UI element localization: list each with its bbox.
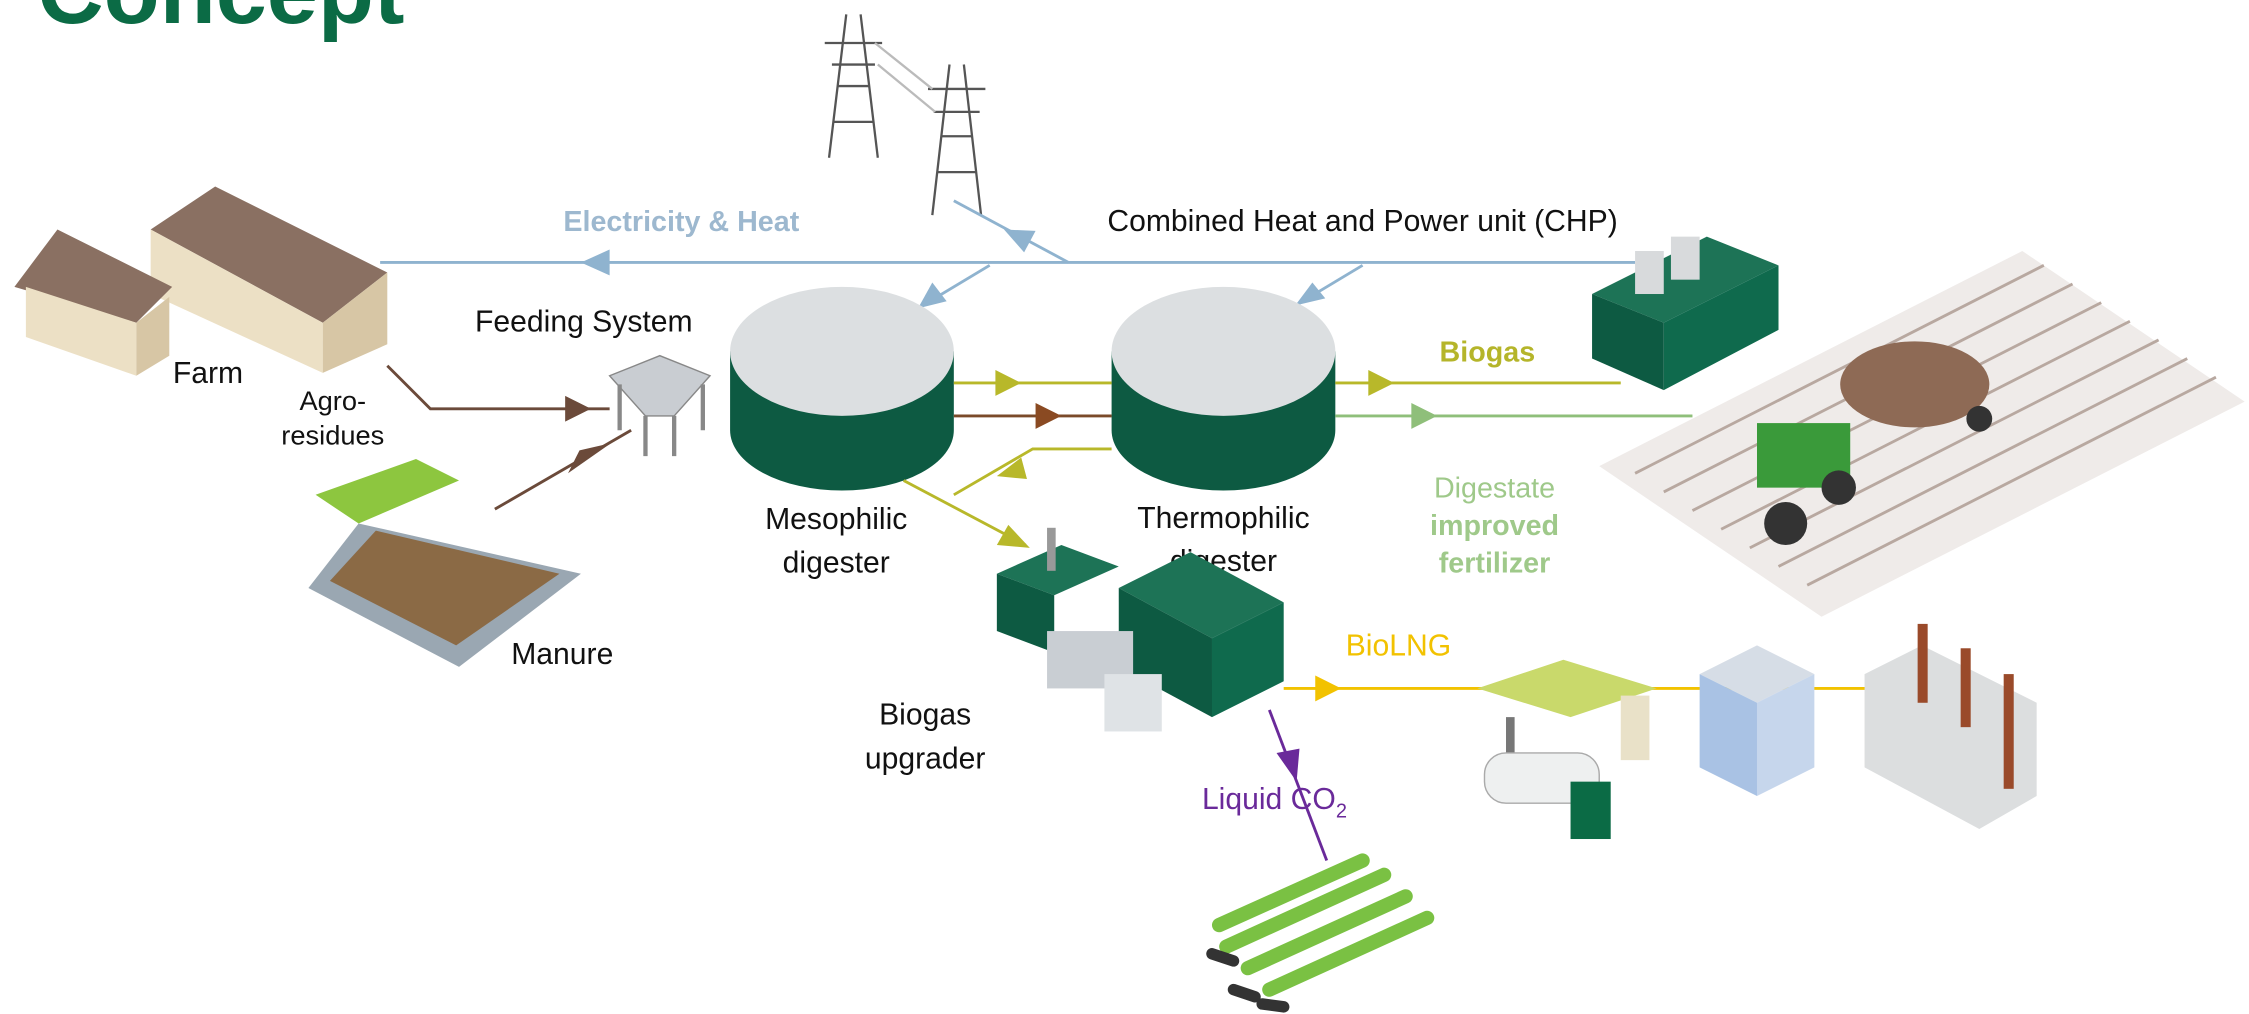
- manure-pit: [308, 459, 581, 667]
- flow-label: Digestate improved fertilizer: [1430, 473, 1559, 580]
- digester: [730, 287, 1335, 491]
- label-line: Biogas: [879, 698, 971, 731]
- label-line: Mesophilic: [765, 503, 907, 536]
- node-label: Mesophilic digester: [765, 503, 907, 579]
- farm-icon: [14, 186, 387, 375]
- node-label: Combined Heat and Power unit (CHP): [1107, 205, 1617, 238]
- title: Concept: [37, 0, 404, 43]
- label-line: fertilizer: [1439, 547, 1551, 579]
- power-towers: [825, 14, 986, 215]
- label-subscript: 2: [1336, 801, 1347, 823]
- label-line: residues: [281, 420, 384, 451]
- arrow: [1277, 749, 1300, 782]
- factory: [1865, 624, 2037, 829]
- arrow: [568, 443, 611, 473]
- node-label: Agro-residues: [281, 385, 384, 450]
- label-text: Liquid CO: [1202, 783, 1336, 816]
- node-label: Farm: [173, 357, 243, 390]
- node-label: Biogas upgrader: [865, 698, 986, 775]
- chp-unit: [1592, 237, 1778, 390]
- office-building: [1700, 645, 1815, 796]
- flow-label: Electricity & Heat: [563, 206, 799, 238]
- node-label: Manure: [511, 638, 613, 671]
- flow-label: BioLNG: [1346, 629, 1451, 662]
- label-line: Digestate: [1434, 473, 1555, 505]
- label-line: upgrader: [865, 743, 986, 776]
- greenhouse-pipes: [1212, 861, 1427, 1007]
- diagram: Concept Electricity & Heat Combined Heat…: [0, 0, 2249, 1014]
- flow-label: Biogas: [1440, 336, 1536, 368]
- label-line: Agro-: [299, 385, 366, 416]
- arrow: [565, 396, 591, 422]
- hopper: [610, 356, 710, 456]
- flow-label: Liquid CO2: [1202, 783, 1347, 823]
- page: Concept Electricity & Heat Combined Heat…: [0, 0, 2249, 1014]
- fuel-station: [1477, 660, 1656, 839]
- label-line: digester: [783, 546, 890, 579]
- node-label: Feeding System: [475, 305, 693, 338]
- arrow: [1315, 676, 1341, 702]
- label-line: improved: [1430, 510, 1559, 542]
- label-line: Thermophilic: [1137, 502, 1309, 535]
